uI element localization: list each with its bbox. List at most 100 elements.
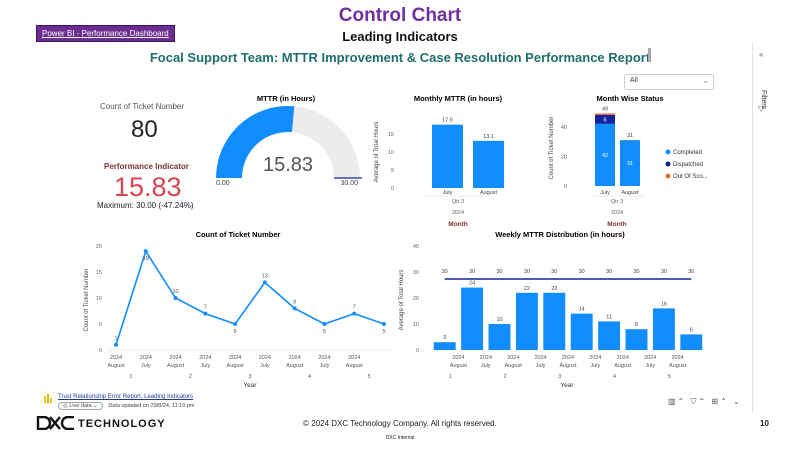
weekly-mttr-bar-label: 10 (496, 317, 502, 323)
weekly-mttr-week-label: 2 (503, 374, 506, 380)
filters-pane-tab[interactable]: « Filters ▽ (752, 42, 773, 412)
ticket-count-line-xtick-year: 2024 (169, 355, 181, 361)
weekly-mttr-bar-label: 8 (635, 322, 638, 328)
month-status-ytick: 20 (561, 154, 567, 160)
month-status-year-label: 2024 (611, 210, 623, 216)
month-status-bar-segment[interactable] (595, 123, 615, 186)
month-status-bar-segment[interactable] (620, 140, 640, 186)
weekly-mttr-bar[interactable] (515, 292, 538, 350)
monthly-mttr-ytick: 10 (388, 150, 394, 156)
month-status-segment-label: 42 (602, 153, 608, 159)
weekly-mttr-bar[interactable] (680, 334, 703, 350)
month-status-total-label: 49 (602, 106, 608, 112)
monthly-mttr-bar[interactable] (473, 140, 504, 188)
weekly-mttr-bar[interactable] (570, 313, 593, 350)
ticket-count-line-point[interactable] (382, 322, 386, 326)
weekly-mttr-xtick-month: August (669, 363, 687, 369)
ticket-count-line-point[interactable] (233, 322, 238, 326)
ticket-count-line-point[interactable] (352, 311, 357, 316)
ticket-count-line-point[interactable] (322, 322, 327, 326)
month-status-title: Month Wise Status (596, 94, 663, 103)
weekly-mttr-target-label: 30 (442, 269, 448, 275)
gauge-value-label: 15.83 (263, 154, 313, 176)
month-status-bar-segment[interactable] (595, 113, 615, 115)
visual-icon[interactable]: ▥⌃ (668, 397, 687, 406)
ticket-count-line-xtick-year: 2024 (110, 355, 122, 361)
weekly-mttr-bar[interactable] (488, 324, 511, 350)
weekly-mttr-xtick-year: 2024 (534, 355, 546, 361)
data-updated-text: Data updated on 29/8/24, 11:19 pm (108, 403, 195, 409)
ticket-count-line-title: Count of Ticket Number (196, 230, 281, 239)
weekly-mttr-bar[interactable] (433, 342, 456, 350)
weekly-mttr-bar-label: 22 (524, 286, 530, 292)
ticket-count-line-point[interactable] (292, 306, 297, 311)
month-status-segment-label: 6 (603, 117, 606, 123)
mttr-gauge-chart[interactable]: MTTR (in Hours) 15.83 0.00 30.00 (210, 92, 370, 192)
text-cursor (648, 48, 651, 62)
weekly-mttr-xtick-year: 2024 (562, 355, 574, 361)
weekly-mttr-bar-label: 14 (579, 307, 585, 313)
weekly-mttr-bar-label: 6 (690, 327, 693, 333)
ticket-count-line-point-label: 5 (382, 329, 385, 335)
weekly-mttr-week-label: 3 (558, 374, 561, 380)
live-data-toggle[interactable]: ◎ Live data ⌄ (58, 402, 103, 410)
month-status-bar-segment[interactable] (595, 114, 615, 124)
ticket-count-line-xtick-month: July (141, 363, 151, 369)
ticket-count-line-xtick-year: 2024 (229, 355, 241, 361)
gauge-min-label: 0.00 (216, 180, 230, 187)
ticket-count-line-week-label: 1 (129, 374, 132, 380)
bookmark-icon[interactable]: ⛉⌃ (690, 397, 708, 406)
performance-indicator-label: Performance Indicator (104, 162, 189, 171)
month-status-xtick: July (600, 190, 610, 196)
ticket-count-line-series[interactable] (115, 249, 385, 346)
monthly-mttr-bar[interactable] (432, 124, 463, 188)
month-slicer-dropdown[interactable]: All ⌄ (624, 74, 714, 90)
ticket-count-line-ytick: 20 (96, 244, 102, 250)
legend-item[interactable]: Out Of Sco... (673, 174, 708, 180)
ticket-count-line-xtick-year: 2024 (259, 355, 271, 361)
legend-item[interactable]: Completed (673, 150, 702, 156)
ticket-count-line-point[interactable] (114, 342, 118, 347)
ticket-count-line-point-label: 13 (262, 273, 268, 279)
collapse-chevron-icon[interactable]: « (759, 50, 764, 59)
slide-title: Control Chart (338, 5, 462, 26)
ticket-count-line-xtick-month: July (320, 363, 330, 369)
ticket-count-line-ytick: 10 (96, 296, 102, 302)
weekly-mttr-bar[interactable] (625, 329, 648, 350)
weekly-mttr-bar[interactable] (598, 321, 621, 350)
ticket-count-line-ytick: 15 (96, 270, 102, 276)
weekly-mttr-bar[interactable] (543, 292, 566, 350)
gauge-max-label: 30.00 (340, 180, 358, 187)
ticket-count-line-point[interactable] (173, 296, 178, 300)
ticket-count-line-point[interactable] (143, 249, 148, 254)
report-heading: Focal Support Team: MTTR Improvement & C… (149, 50, 651, 65)
ticket-count-line-xtick-month: August (227, 363, 245, 369)
ticket-count-line-xtick-year: 2024 (140, 355, 152, 361)
report-breadcrumb-link[interactable]: Trust Relationship Error Report, Leading… (58, 394, 194, 400)
weekly-mttr-bar[interactable] (652, 308, 675, 350)
weekly-mttr-bar[interactable] (461, 287, 484, 350)
monthly-mttr-chart[interactable]: Monthly MTTR (in hours) Average of Total… (370, 92, 520, 228)
performance-indicator-value: 15.83 (114, 172, 182, 202)
ticket-count-line-point-label: 19 (143, 256, 149, 262)
month-wise-status-chart[interactable]: Month Wise Status Count of Ticket Number… (545, 92, 745, 228)
ticket-count-line-point[interactable] (203, 311, 208, 316)
weekly-mttr-target-label: 30 (551, 269, 557, 275)
monthly-mttr-bar-label: 13.1 (483, 134, 494, 140)
weekly-mttr-xtick-year: 2024 (452, 355, 464, 361)
pages-icon[interactable]: ⊞⌃ (711, 397, 729, 406)
legend-item[interactable]: Dispatched (673, 162, 703, 168)
weekly-mttr-chart[interactable]: Weekly MTTR Distribution (in hours) Aver… (395, 228, 715, 390)
power-bi-dashboard-link[interactable]: Power BI - Performance Dashboard (36, 25, 175, 42)
report-toolbar: ▥⌃ ⛉⌃ ⊞⌃ ⌄ (668, 397, 742, 407)
weekly-mttr-ytick: 20 (413, 296, 419, 302)
ticket-count-line-week-label: 4 (308, 374, 311, 380)
weekly-mttr-xtick-year: 2024 (644, 355, 656, 361)
monthly-mttr-bar-label: 17.6 (442, 118, 453, 124)
ticket-count-line-ytick: 5 (99, 322, 102, 328)
ticket-count-line-chart[interactable]: Count of Ticket Number Count of Ticket N… (80, 228, 400, 390)
ticket-count-line-xtick-year: 2024 (289, 355, 301, 361)
ticket-count-line-point[interactable] (262, 280, 267, 285)
collapse-icon[interactable]: ⌄ (733, 397, 742, 406)
ticket-count-line-xtick-year: 2024 (348, 355, 360, 361)
